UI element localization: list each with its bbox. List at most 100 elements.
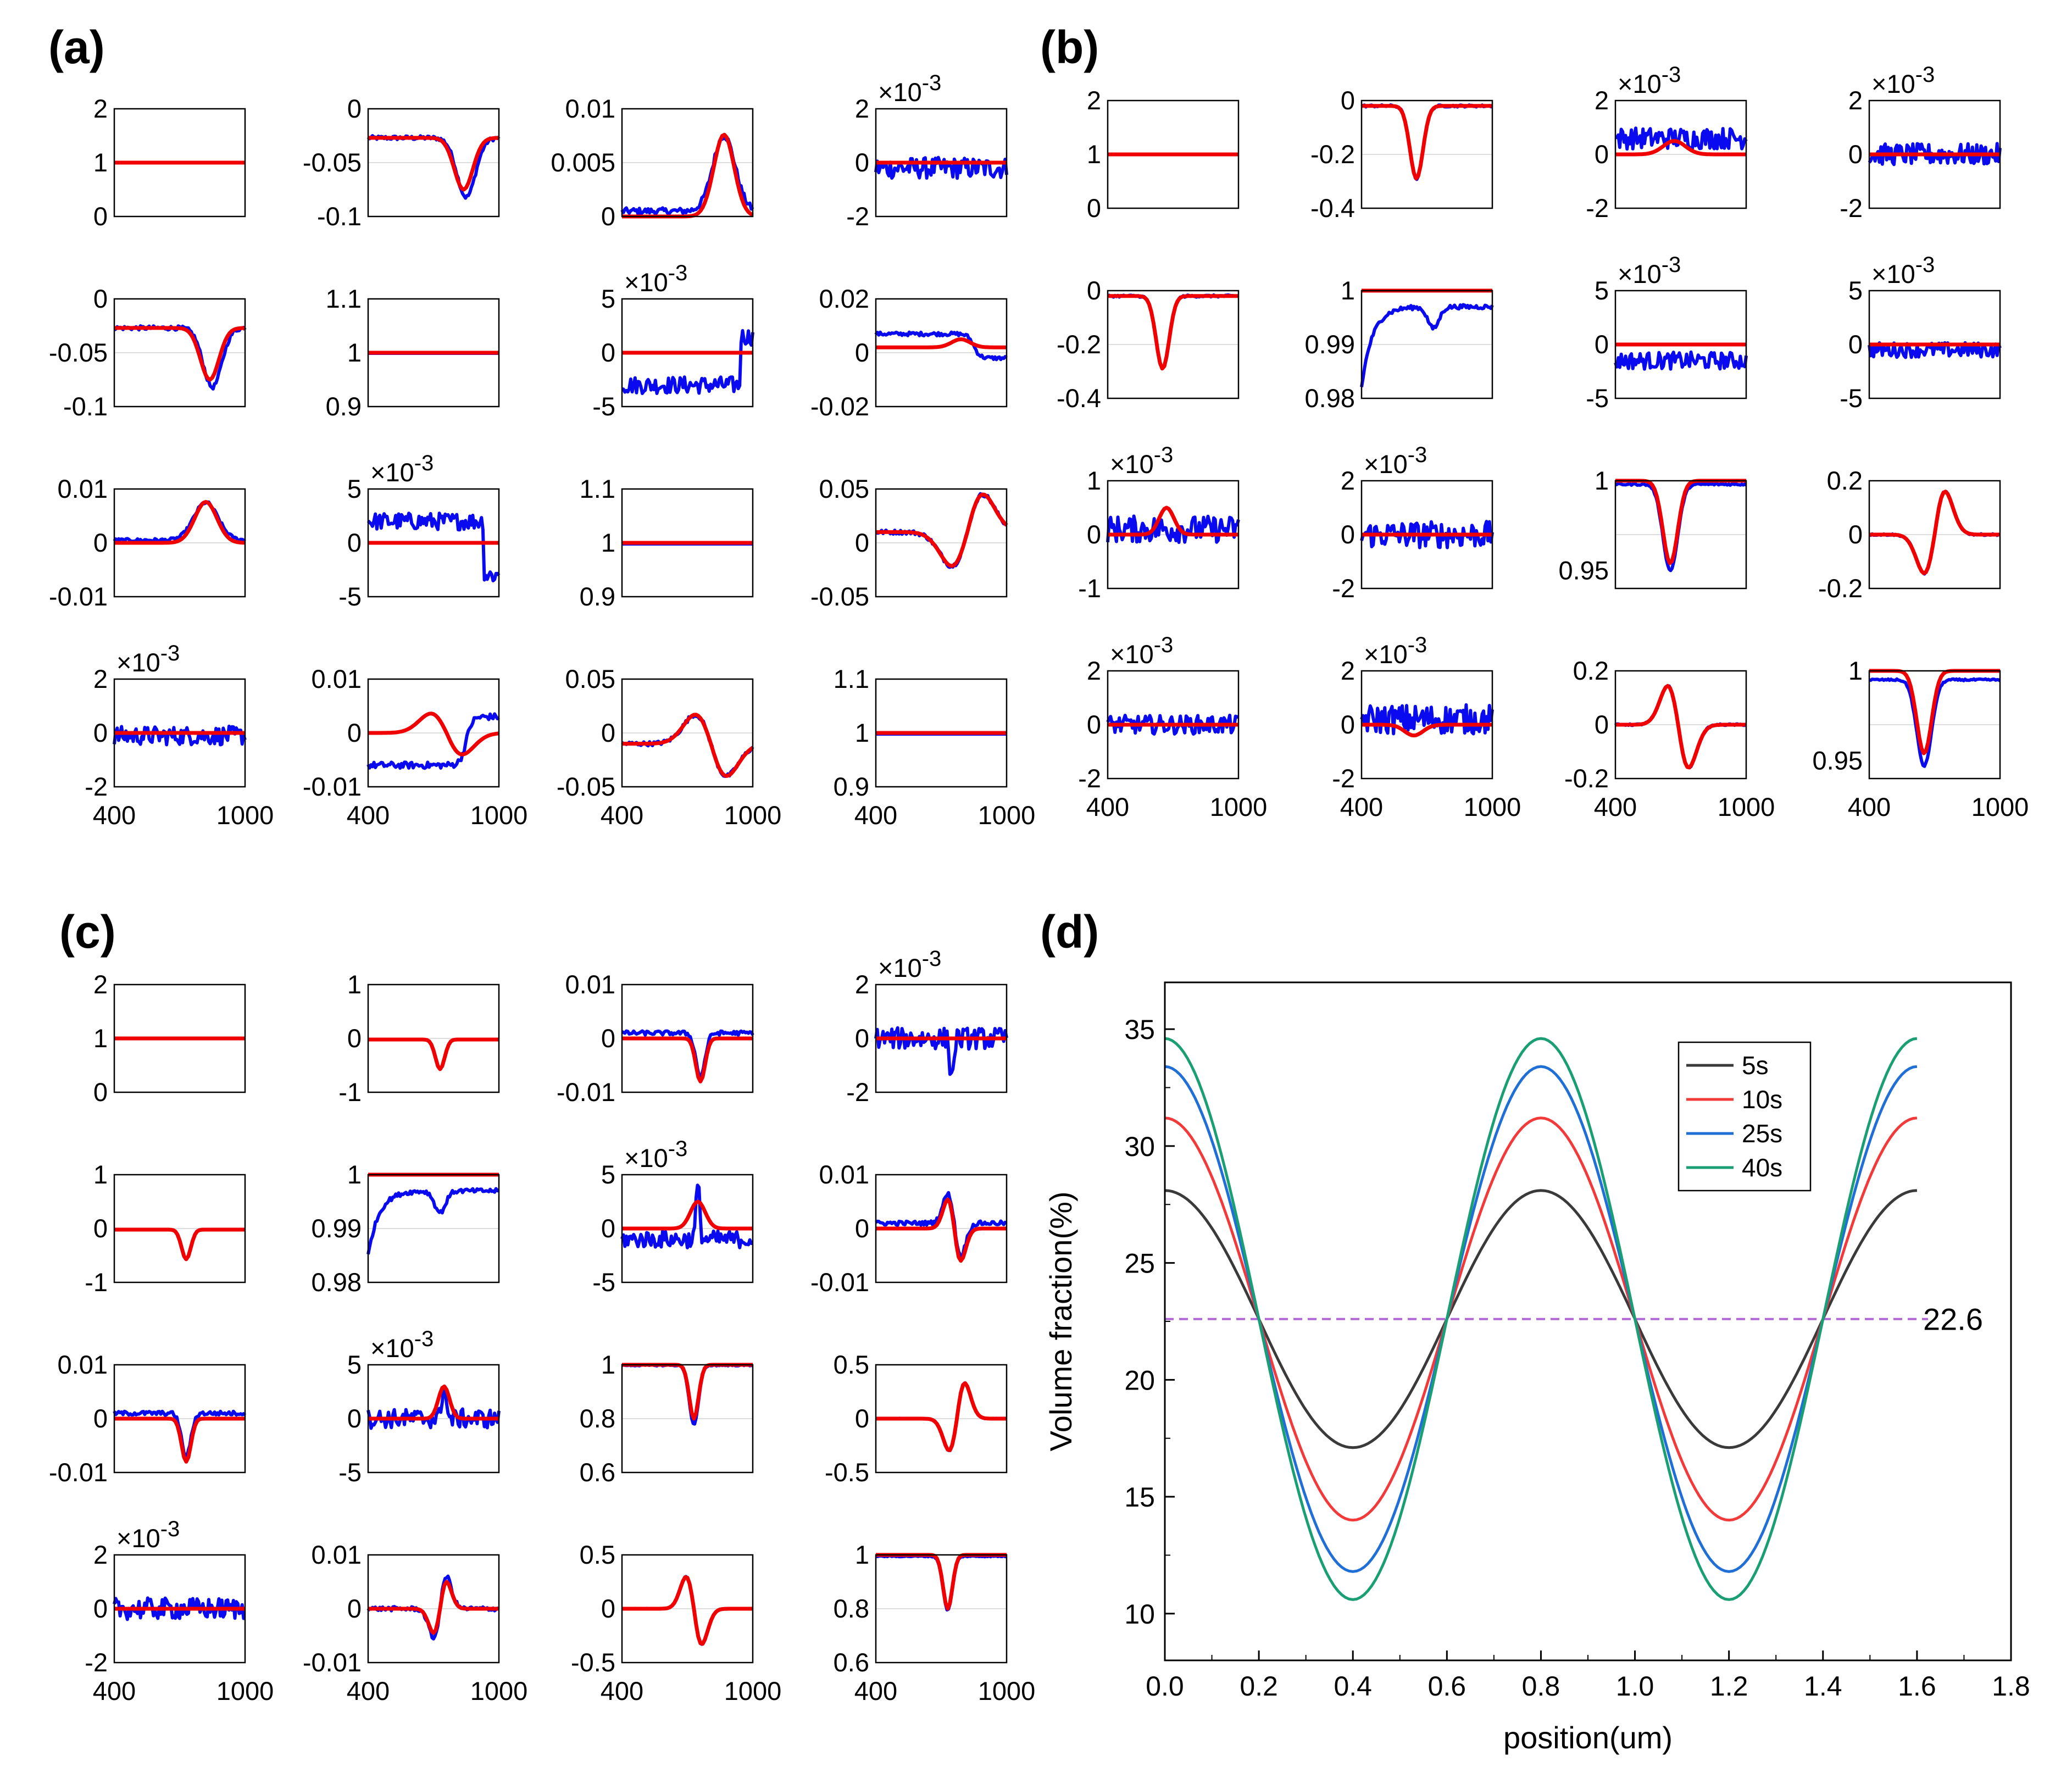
y-tick-label: 0 bbox=[1848, 330, 1863, 359]
reference-label: 22.6 bbox=[1923, 1302, 1983, 1337]
panel-label-a: (a) bbox=[48, 21, 105, 73]
fit-line bbox=[114, 326, 246, 382]
y-tick-label: -5 bbox=[1840, 384, 1863, 413]
y-multiplier: ×10-3 bbox=[1110, 633, 1173, 669]
x-tick-label: 400 bbox=[854, 1676, 897, 1705]
x-tick-label: 400 bbox=[601, 1676, 643, 1705]
fit-line bbox=[114, 500, 246, 545]
y-multiplier-exponent: -3 bbox=[1154, 443, 1174, 467]
subplot-frame bbox=[367, 1364, 500, 1474]
y-tick-label: 0 bbox=[855, 1024, 869, 1053]
y-tick-label: 2 bbox=[855, 94, 869, 123]
y-tick-label: 0.01 bbox=[819, 1160, 869, 1189]
measured-line bbox=[1615, 481, 1747, 573]
y-tick-label: 0 bbox=[1087, 276, 1101, 305]
y-tick-label: 0 bbox=[93, 528, 108, 557]
measured-line bbox=[621, 1029, 754, 1079]
subplot-frame bbox=[367, 678, 500, 788]
y-multiplier: ×10-3 bbox=[116, 1517, 180, 1553]
measured-line bbox=[113, 324, 247, 391]
subplot: 0.6 0.8 1 400 1000 bbox=[834, 1540, 1036, 1705]
y-tick-label: 0 bbox=[93, 718, 108, 747]
subplot-frame bbox=[367, 298, 500, 408]
subplot-frame bbox=[367, 108, 500, 218]
subplot-frame bbox=[1868, 99, 2001, 209]
subplot-frame bbox=[875, 1364, 1008, 1474]
measured-line bbox=[1614, 350, 1748, 371]
y-tick-label: 2 bbox=[93, 970, 108, 999]
y-tick-label: -2 bbox=[1586, 193, 1609, 223]
subplot: -5 0 5 ×10-3 bbox=[338, 451, 501, 611]
y-multiplier-exponent: -3 bbox=[1154, 633, 1174, 657]
y-multiplier-exponent: -3 bbox=[414, 451, 434, 475]
fit-line bbox=[876, 337, 1007, 349]
x-tick-label: 400 bbox=[93, 1676, 136, 1705]
y-tick-label: 0.99 bbox=[312, 1214, 362, 1243]
y-tick-label: 0 bbox=[1595, 330, 1609, 359]
y-tick-label: 5 bbox=[1848, 276, 1863, 305]
y-tick-label: 0 bbox=[1341, 710, 1355, 739]
x-tick-label: 1.8 bbox=[1992, 1671, 2030, 1702]
subplot-frame bbox=[113, 298, 246, 408]
y-tick-label: -0.2 bbox=[1310, 140, 1355, 169]
subplot-frame bbox=[875, 108, 1008, 218]
y-tick-label: 0 bbox=[347, 528, 362, 557]
measured-line bbox=[874, 155, 1008, 180]
fit-line bbox=[1869, 669, 2000, 755]
subplot-frame bbox=[113, 678, 246, 788]
subplot: 0.98 0.99 1 bbox=[1305, 276, 1494, 413]
y-tick-label: -0.05 bbox=[49, 338, 108, 367]
fit-line bbox=[1615, 479, 1746, 565]
measured-line bbox=[620, 136, 754, 216]
y-tick-label: 20 bbox=[1124, 1365, 1155, 1396]
y-tick-label: -2 bbox=[846, 1077, 869, 1107]
measured-line bbox=[1360, 520, 1494, 549]
y-tick-label: -0.1 bbox=[317, 202, 362, 231]
subplot: -0.2 0 0.2 400 1000 bbox=[1564, 656, 1775, 821]
subplot-frame bbox=[621, 1554, 754, 1664]
y-tick-label: 5 bbox=[601, 1160, 615, 1189]
y-tick-label: -0.4 bbox=[1057, 384, 1101, 413]
x-tick-label: 1000 bbox=[470, 801, 528, 830]
measured-line bbox=[621, 329, 754, 396]
subplot: -2 0 2 ×10-3 bbox=[1332, 443, 1494, 603]
y-tick-label: 0 bbox=[1341, 520, 1355, 549]
subplot: -0.02 0 0.02 bbox=[810, 284, 1008, 421]
fit-line bbox=[622, 1575, 753, 1646]
y-tick-label: 0 bbox=[347, 1024, 362, 1053]
y-tick-label: 5 bbox=[1595, 276, 1609, 305]
fit-line bbox=[876, 1197, 1007, 1263]
y-tick-label: -0.01 bbox=[557, 1077, 615, 1107]
y-tick-label: 0.05 bbox=[819, 474, 869, 503]
subplot-frame bbox=[1868, 480, 2001, 590]
y-tick-label: -1 bbox=[1078, 574, 1101, 603]
measured-line bbox=[1614, 126, 1748, 151]
subplot-frame bbox=[367, 983, 500, 1093]
y-multiplier-exponent: -3 bbox=[668, 261, 688, 285]
y-tick-label: 5 bbox=[347, 474, 362, 503]
subplot-frame bbox=[113, 1174, 246, 1283]
subplot: -0.05 0 0.05 400 1000 bbox=[557, 664, 781, 830]
y-multiplier-exponent: -3 bbox=[160, 1517, 180, 1541]
y-tick-label: 0 bbox=[855, 148, 869, 177]
y-tick-label: 1 bbox=[1341, 276, 1355, 305]
measured-line bbox=[366, 1387, 501, 1430]
legend-label-25s: 25s bbox=[1742, 1119, 1782, 1148]
subplot-frame bbox=[621, 1174, 754, 1283]
subplot: -5 0 5 ×10-3 bbox=[592, 1137, 754, 1297]
x-tick-label: 1000 bbox=[724, 801, 782, 830]
fit-line bbox=[1615, 139, 1746, 157]
x-tick-label: 1.4 bbox=[1804, 1671, 1842, 1702]
subplot: -0.01 0 0.01 bbox=[49, 474, 246, 611]
subplot-frame bbox=[1360, 480, 1493, 590]
subplot: -2 0 2 ×10-3 bbox=[1586, 63, 1748, 223]
y-tick-label: -0.01 bbox=[49, 1458, 108, 1487]
fit-line bbox=[114, 1227, 245, 1261]
y-tick-label: -0.05 bbox=[810, 582, 869, 611]
y-tick-label: 0.5 bbox=[580, 1540, 615, 1569]
subplot: -0.01 0 0.01 bbox=[810, 1160, 1008, 1297]
y-tick-label: 0 bbox=[601, 202, 615, 231]
panel-d-chart: 22.6 0.0 0.2 0.4 0.6 0.8 1.0 1.2 1.4 1.6 1.8 10 15 20… bbox=[1043, 981, 2030, 1755]
y-tick-label: -0.05 bbox=[303, 148, 362, 177]
measured-line bbox=[1106, 514, 1240, 544]
